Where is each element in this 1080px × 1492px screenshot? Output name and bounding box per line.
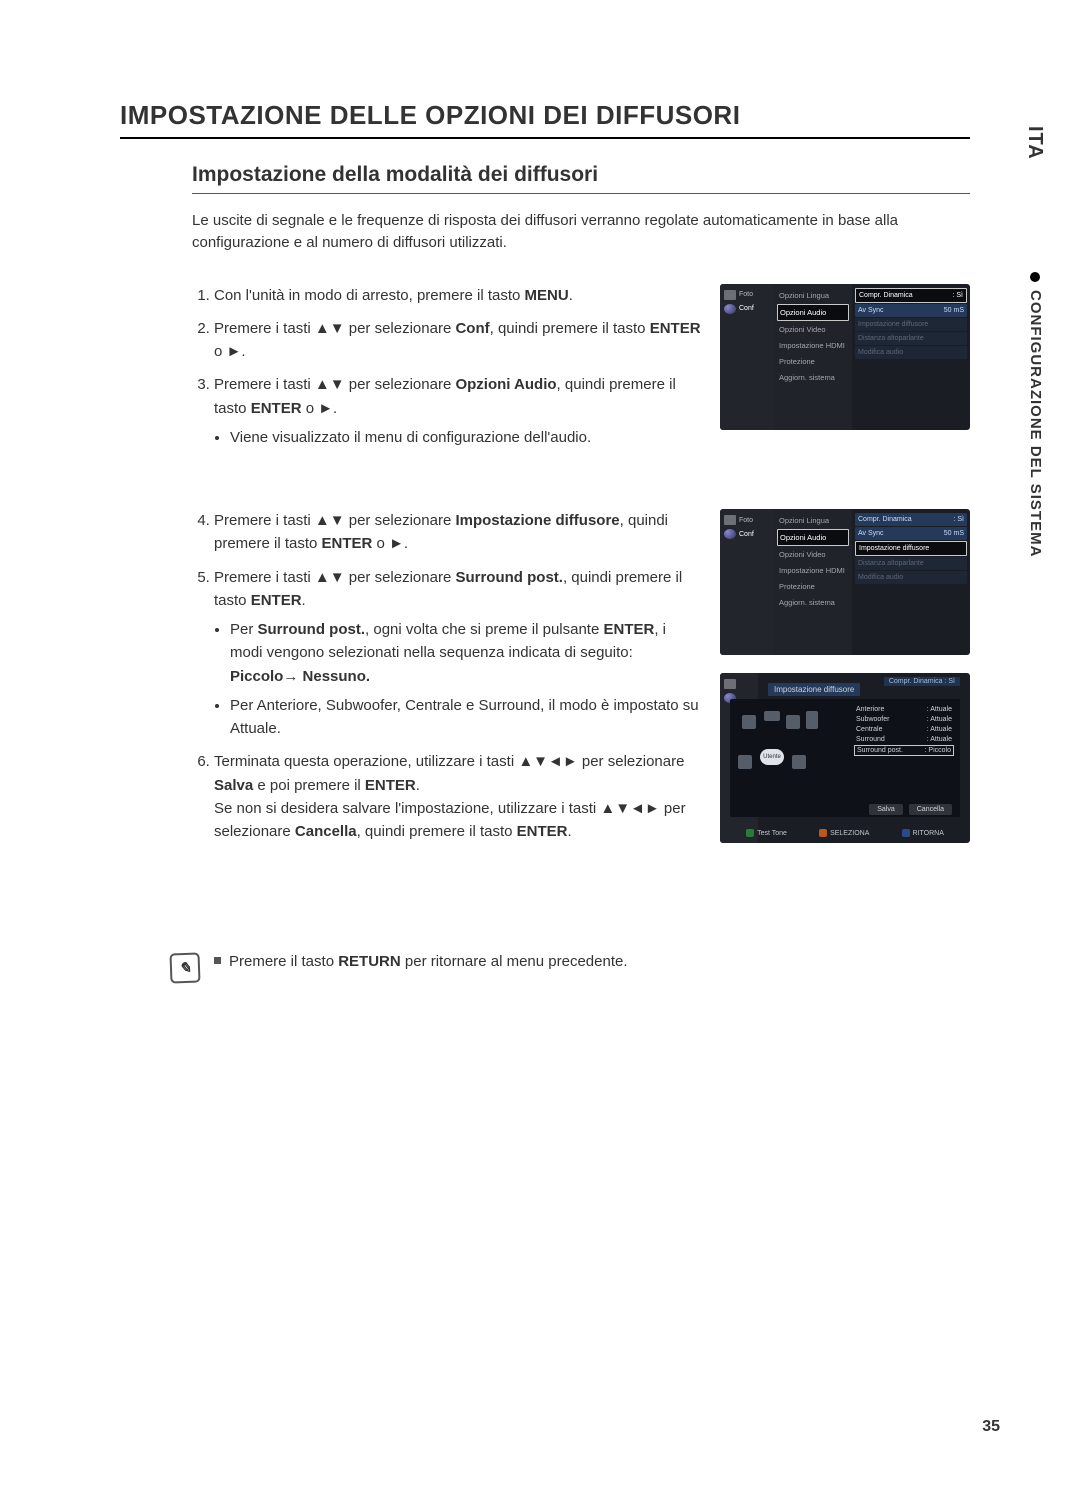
section-bullet: [1030, 272, 1040, 282]
menu-right-item: Distanza altoparlante: [855, 332, 967, 345]
shot2-mid-0: Opzioni Lingua: [777, 513, 849, 528]
speaker-layout: Utente: [736, 705, 848, 811]
speaker-surround-left-icon: [738, 755, 752, 769]
menu-right-item: Av Sync50 mS: [855, 527, 967, 540]
note-icon: ✎: [169, 953, 200, 984]
shot2-mid-2: Opzioni Video: [777, 547, 849, 562]
shot1-mid-4: Protezione: [777, 354, 849, 369]
step-2: Premere i tasti ▲▼ per selezionare Conf,…: [214, 317, 702, 364]
shot1-mid-2: Opzioni Video: [777, 322, 849, 337]
shot1-mid-0: Opzioni Lingua: [777, 288, 849, 303]
screenshot-1: Foto Conf Opzioni Lingua Opzioni Audio O…: [720, 284, 970, 430]
shot3-footer-item: RITORNA: [902, 829, 944, 837]
shot1-left-foto: Foto: [724, 290, 770, 300]
menu-right-item: Modifica audio: [855, 346, 967, 359]
menu-right-item: Compr. Dinamica: Sì: [855, 513, 967, 526]
note-text: Premere il tasto RETURN per ritornare al…: [214, 953, 628, 970]
step-5-bullet-2: Per Anteriore, Subwoofer, Centrale e Sur…: [230, 694, 702, 741]
speaker-row: Anteriore: Attuale: [854, 705, 954, 714]
shot2-mid-4: Protezione: [777, 579, 849, 594]
shot2-left-foto: Foto: [724, 515, 770, 525]
shot3-save-button: Salva: [869, 804, 903, 815]
speaker-center-icon: [764, 711, 780, 721]
menu-right-item: Av Sync50 mS: [855, 304, 967, 317]
shot1-mid-3: Impostazione HDMI: [777, 338, 849, 353]
screenshot-3: Compr. Dinamica : Sì Impostazione diffus…: [720, 673, 970, 843]
shot2-mid-1: Opzioni Audio: [777, 529, 849, 546]
shot2-mid-3: Impostazione HDMI: [777, 563, 849, 578]
step-3-note: Viene visualizzato il menu di configuraz…: [230, 426, 702, 449]
step-5: Premere i tasti ▲▼ per selezionare Surro…: [214, 566, 702, 741]
menu-right-item: Distanza altoparlante: [855, 557, 967, 570]
shot3-title: Impostazione diffusore: [768, 683, 860, 696]
shot3-footer-item: Test Tone: [746, 829, 787, 837]
speaker-row: Centrale: Attuale: [854, 725, 954, 734]
menu-right-item: Impostazione diffusore: [855, 318, 967, 331]
shot1-mid-5: Aggiorn. sistema: [777, 370, 849, 385]
shot1-mid-1: Opzioni Audio: [777, 304, 849, 321]
step-1: Con l'unità in modo di arresto, premere …: [214, 284, 702, 307]
screenshot-2: Foto Conf Opzioni Lingua Opzioni Audio O…: [720, 509, 970, 655]
shot3-left-foto: [724, 679, 754, 689]
speaker-surround-right-icon: [792, 755, 806, 769]
page-subtitle: Impostazione della modalità dei diffusor…: [192, 163, 970, 194]
section-side-label: CONFIGURAZIONE DEL SISTEMA: [1027, 290, 1044, 557]
menu-right-item: Modifica audio: [855, 571, 967, 584]
shot3-footer-item: SELEZIONA: [819, 829, 869, 837]
speaker-subwoofer-icon: [806, 711, 818, 729]
shot2-left-conf: Conf: [724, 529, 770, 539]
shot2-mid-5: Aggiorn. sistema: [777, 595, 849, 610]
page-title: IMPOSTAZIONE DELLE OPZIONI DEI DIFFUSORI: [120, 100, 970, 139]
shot3-top-right: Compr. Dinamica : Sì: [884, 677, 960, 686]
step-5-bullet-1: Per Surround post., ogni volta che si pr…: [230, 618, 702, 688]
speaker-front-right-icon: [786, 715, 800, 729]
menu-right-item: Impostazione diffusore: [855, 541, 967, 556]
speaker-row: Subwoofer: Attuale: [854, 715, 954, 724]
step-3: Premere i tasti ▲▼ per selezionare Opzio…: [214, 373, 702, 449]
language-tab: ITA: [1021, 120, 1048, 166]
page-number: 35: [982, 1418, 1000, 1436]
listener-icon: Utente: [760, 749, 784, 765]
shot3-cancel-button: Cancella: [909, 804, 952, 815]
speaker-front-left-icon: [742, 715, 756, 729]
speaker-row: Surround: Attuale: [854, 735, 954, 744]
intro-text: Le uscite di segnale e le frequenze di r…: [192, 210, 970, 254]
step-4: Premere i tasti ▲▼ per selezionare Impos…: [214, 509, 702, 556]
shot1-left-conf: Conf: [724, 304, 770, 314]
step-6: Terminata questa operazione, utilizzare …: [214, 750, 702, 843]
menu-right-item: Compr. Dinamica: Sì: [855, 288, 967, 303]
speaker-row: Surround post.: Piccolo: [854, 745, 954, 756]
